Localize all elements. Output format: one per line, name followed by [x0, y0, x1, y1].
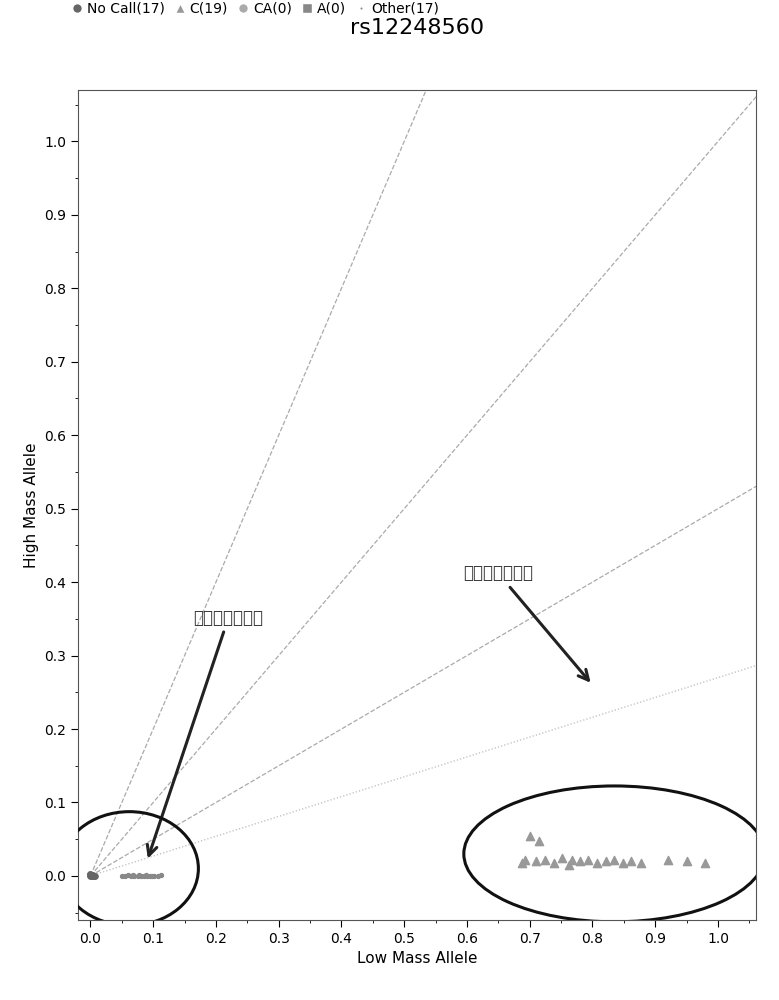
Point	[556, 850, 569, 866]
Point	[519, 852, 531, 868]
Text: 更改扩增条件前: 更改扩增条件前	[147, 609, 263, 855]
Point	[146, 868, 158, 884]
Point	[616, 855, 629, 871]
Point	[84, 867, 97, 883]
Point	[144, 868, 157, 884]
Point	[84, 866, 97, 882]
Point	[608, 852, 621, 868]
Point	[128, 868, 140, 884]
Point	[135, 868, 147, 884]
Point	[118, 868, 131, 884]
Point	[132, 868, 144, 884]
Point	[548, 855, 560, 871]
Point	[133, 867, 146, 883]
Point	[523, 828, 536, 844]
Point	[600, 853, 612, 869]
Point	[154, 867, 167, 883]
Point	[591, 855, 604, 871]
Point	[85, 867, 97, 883]
Title: rs12248560: rs12248560	[350, 18, 484, 38]
Point	[85, 868, 97, 884]
Point	[84, 866, 97, 882]
Text: 更改扩增条件后: 更改扩增条件后	[464, 564, 588, 680]
Point	[127, 867, 139, 883]
Point	[533, 833, 545, 849]
Point	[152, 868, 164, 884]
X-axis label: Low Mass Allele: Low Mass Allele	[357, 951, 477, 966]
Point	[148, 868, 160, 884]
Point	[88, 868, 100, 884]
Point	[141, 868, 153, 884]
Point	[539, 852, 552, 868]
Legend: No Call(17), C(19), CA(0), A(0), Other(17): No Call(17), C(19), CA(0), A(0), Other(1…	[72, 1, 439, 15]
Point	[84, 868, 97, 884]
Point	[86, 867, 99, 883]
Point	[635, 855, 647, 871]
Point	[125, 868, 137, 884]
Point	[562, 857, 575, 873]
Point	[87, 868, 100, 884]
Point	[700, 855, 712, 871]
Y-axis label: High Mass Allele: High Mass Allele	[23, 442, 38, 568]
Point	[86, 868, 99, 884]
Point	[680, 853, 693, 869]
Point	[86, 867, 98, 883]
Point	[139, 867, 152, 883]
Point	[138, 868, 150, 884]
Point	[86, 868, 98, 884]
Point	[530, 853, 542, 869]
Point	[86, 868, 99, 884]
Point	[86, 868, 99, 884]
Point	[573, 853, 586, 869]
Point	[582, 852, 594, 868]
Point	[115, 868, 128, 884]
Point	[89, 868, 101, 884]
Point	[661, 852, 674, 868]
Point	[516, 855, 528, 871]
Point	[86, 868, 98, 884]
Point	[86, 867, 99, 883]
Point	[625, 853, 637, 869]
Point	[122, 867, 134, 883]
Point	[566, 852, 579, 868]
